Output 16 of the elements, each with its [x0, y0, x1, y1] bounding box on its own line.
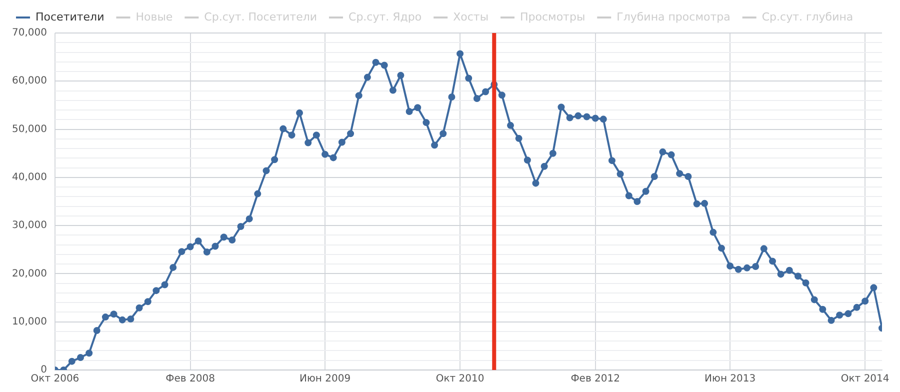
y-tick-label: 30,000: [12, 220, 47, 232]
y-tick-label: 60,000: [12, 76, 47, 87]
x-tick-label: Фев 2008: [166, 374, 215, 385]
y-tick-label: 10,000: [12, 316, 47, 328]
x-tick-label: Июн 2013: [704, 374, 756, 385]
y-tick-label: 50,000: [12, 124, 47, 135]
x-tick-label: Фев 2012: [570, 374, 620, 385]
y-tick-label: 0: [40, 364, 47, 376]
y-tick-label: 70,000: [12, 28, 47, 39]
y-tick-label: 20,000: [12, 268, 47, 280]
y-tick-label: 40,000: [12, 172, 47, 184]
x-tick-label: Июн 2009: [299, 374, 351, 385]
x-tick-label: Окт 2006: [30, 374, 80, 385]
legend-label: Посетители: [36, 10, 104, 24]
x-tick-label: Окт 2010: [436, 374, 484, 385]
x-tick-label: Окт 2014: [840, 374, 890, 385]
